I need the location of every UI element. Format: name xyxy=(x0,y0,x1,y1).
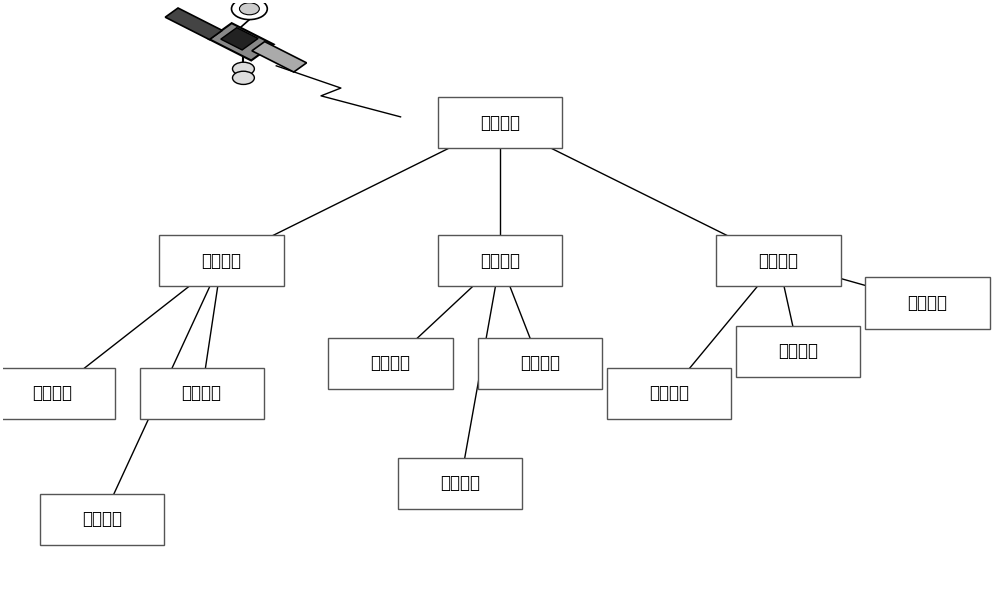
FancyBboxPatch shape xyxy=(40,494,164,545)
Text: 低空节点: 低空节点 xyxy=(371,354,411,372)
Text: 中心节点: 中心节点 xyxy=(480,114,520,132)
Polygon shape xyxy=(209,23,274,61)
Text: 低空节点: 低空节点 xyxy=(440,474,480,492)
Text: 高空节点: 高空节点 xyxy=(480,252,520,270)
Text: 高空节点: 高空节点 xyxy=(758,252,798,270)
Polygon shape xyxy=(165,8,222,39)
Text: 低空节点: 低空节点 xyxy=(33,384,72,402)
Circle shape xyxy=(232,0,267,19)
Text: 低空节点: 低空节点 xyxy=(520,354,560,372)
Text: 高空节点: 高空节点 xyxy=(202,252,242,270)
FancyBboxPatch shape xyxy=(478,338,602,388)
Polygon shape xyxy=(221,28,258,50)
FancyBboxPatch shape xyxy=(328,338,453,388)
FancyBboxPatch shape xyxy=(607,368,731,419)
Text: 低空节点: 低空节点 xyxy=(82,510,122,528)
Polygon shape xyxy=(252,42,307,72)
Text: 低空节点: 低空节点 xyxy=(778,342,818,360)
FancyBboxPatch shape xyxy=(438,98,562,148)
Text: 低空节点: 低空节点 xyxy=(649,384,689,402)
FancyBboxPatch shape xyxy=(398,458,522,508)
FancyBboxPatch shape xyxy=(159,236,284,287)
Circle shape xyxy=(232,72,254,84)
FancyBboxPatch shape xyxy=(716,236,841,287)
FancyBboxPatch shape xyxy=(865,278,990,328)
FancyBboxPatch shape xyxy=(140,368,264,419)
Text: 低空节点: 低空节点 xyxy=(182,384,222,402)
FancyBboxPatch shape xyxy=(438,236,562,287)
FancyBboxPatch shape xyxy=(736,325,860,376)
Text: 低空节点: 低空节点 xyxy=(908,294,948,312)
FancyBboxPatch shape xyxy=(0,368,115,419)
Circle shape xyxy=(232,62,254,75)
Circle shape xyxy=(239,3,259,15)
